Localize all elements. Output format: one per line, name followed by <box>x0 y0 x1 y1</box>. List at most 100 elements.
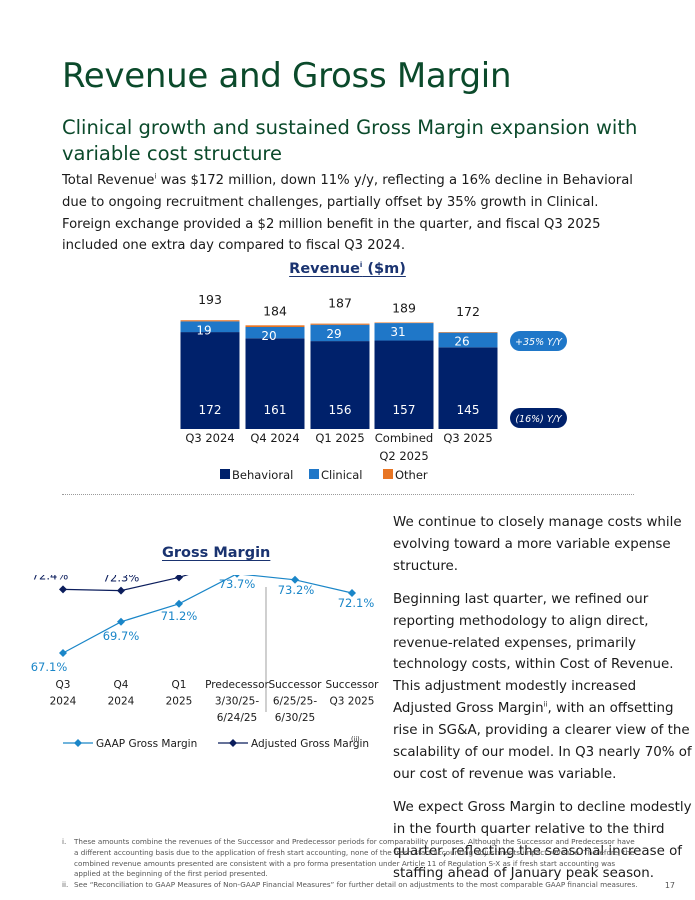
gaap-point <box>175 599 183 608</box>
x-tick-label: Q4 <box>114 679 129 691</box>
data-label-behavioral: 145 <box>457 403 480 417</box>
data-label-clinical: 31 <box>390 325 405 339</box>
bar-behavioral <box>438 347 498 429</box>
gross-margin-chart-title: Gross Margin <box>162 545 271 561</box>
legend-swatch <box>220 469 230 479</box>
bar-behavioral <box>245 338 305 429</box>
gaap-data-label: 72.1% <box>338 596 375 610</box>
data-label-behavioral: 156 <box>329 403 352 417</box>
x-tick-label: Q2 2025 <box>379 449 428 463</box>
adjusted-line <box>62 575 189 592</box>
x-tick-label: 2024 <box>108 696 135 708</box>
data-label-behavioral: 172 <box>199 403 222 417</box>
footnote-ref: (ii) <box>351 735 360 743</box>
x-tick-label: 6/25/25- <box>273 696 317 708</box>
footnote-marker: i. <box>62 837 67 846</box>
x-tick-label: Combined <box>375 431 433 445</box>
page-title: Revenue and Gross Margin <box>62 56 512 96</box>
commentary-text: Beginning last quarter, we refined our r… <box>393 591 674 717</box>
bar-clinical <box>310 324 370 342</box>
commentary-paragraph: We continue to closely manage costs whil… <box>393 515 682 574</box>
bar-clinical <box>245 327 305 339</box>
x-tick-label: Successor <box>268 679 322 691</box>
x-tick-label: 2024 <box>50 696 77 708</box>
intro-text-2: was $172 million, down 11% y/y, reflecti… <box>62 173 633 254</box>
bar-clinical <box>180 321 240 333</box>
x-tick-label: Q3 2025 <box>329 696 374 708</box>
x-tick-label: 6/30/25 <box>275 712 315 724</box>
x-tick-label: Q3 2024 <box>185 431 234 445</box>
intro-text-1: Total Revenue <box>62 173 155 188</box>
bar-other <box>245 325 305 328</box>
revenue-chart-title: Revenuei ($m) <box>0 261 695 277</box>
data-label-behavioral: 157 <box>393 403 416 417</box>
footnote-ref: ii <box>543 700 548 709</box>
behavioral-yoy-label: (16%) Y/Y <box>515 414 563 425</box>
legend-swatch <box>383 469 393 479</box>
data-label-total: 187 <box>328 296 352 311</box>
footnote-ref: i <box>154 172 157 181</box>
bar-behavioral <box>310 341 370 429</box>
bar-behavioral <box>374 340 434 429</box>
gaap-point <box>59 649 67 657</box>
bar-clinical <box>438 332 498 348</box>
gaap-point <box>234 575 240 578</box>
gaap-point <box>291 575 299 584</box>
bar-other <box>374 322 434 324</box>
gaap-data-label: 73.7% <box>219 577 256 591</box>
gaap-data-label: 69.7% <box>103 629 140 643</box>
legend-marker-gaap <box>74 739 82 747</box>
data-label-total: 189 <box>392 300 416 315</box>
behavioral-yoy-badge <box>510 408 567 428</box>
data-label-clinical: 20 <box>261 329 276 343</box>
clinical-yoy-label: +35% Y/Y <box>515 337 563 348</box>
page-number: 17 <box>664 881 675 890</box>
gaap-data-label: 71.2% <box>161 609 198 623</box>
legend-label: Adjusted Gross Margin <box>251 738 369 750</box>
x-tick-label: 2025 <box>166 696 193 708</box>
footnote-ref: i <box>359 261 363 270</box>
gaap-data-label: 67.1% <box>31 660 68 674</box>
bar-clinical <box>374 323 434 341</box>
revenue-title-unit: ($m) <box>362 261 406 277</box>
x-tick-label: Predecessor <box>205 679 269 691</box>
gaap-point <box>348 589 356 597</box>
data-label-clinical: 19 <box>196 323 211 337</box>
gaap-point <box>117 617 125 626</box>
legend-label: Behavioral <box>232 468 293 482</box>
commentary-paragraph: We expect Gross Margin to decline modest… <box>393 799 692 881</box>
data-label-total: 172 <box>456 304 480 319</box>
bar-other <box>180 320 240 322</box>
section-divider <box>62 494 634 495</box>
revenue-chart: 172 19 193 161 20 184 156 29 187 157 31 189 145 26 172… <box>180 292 567 482</box>
bar-other <box>310 323 370 325</box>
adjusted-data-label: 72.3% <box>103 575 140 585</box>
commentary-text: , with an offsetting rise in SG&A, provi… <box>393 701 692 782</box>
gaap-line <box>62 575 353 654</box>
adjusted-point <box>59 585 67 594</box>
footnote-marker: ii. <box>62 880 69 890</box>
gross-margin-chart: 67.1% 69.7% 71.2% 73.7% 73.2% 72.1% 72.4% 72.3%… <box>31 575 379 750</box>
footnote-i: i. These amounts combine the revenues of … <box>62 837 640 880</box>
adjusted-point <box>117 586 125 595</box>
x-tick-label: 3/30/25- <box>215 696 259 708</box>
commentary-paragraph: Beginning last quarter, we refined our r… <box>393 589 693 786</box>
x-tick-label: Q1 2025 <box>315 431 364 445</box>
legend-label: GAAP Gross Margin <box>96 738 197 750</box>
legend-label: Other <box>395 468 428 482</box>
data-label-clinical: 29 <box>326 327 341 341</box>
adjusted-point <box>175 575 183 582</box>
x-tick-label: 6/24/25 <box>217 712 257 724</box>
legend-swatch <box>309 469 319 479</box>
legend-marker-adjusted <box>229 739 237 747</box>
adjusted-data-label: 72.4% <box>32 575 69 582</box>
revenue-title-main: Revenue <box>289 261 360 277</box>
legend-label: Clinical <box>321 468 362 482</box>
data-label-behavioral: 161 <box>264 403 287 417</box>
x-tick-label: Q3 <box>56 679 71 691</box>
data-label-total: 193 <box>198 292 222 307</box>
x-tick-label: Successor <box>325 679 379 691</box>
x-tick-label: Q1 <box>172 679 187 691</box>
x-tick-label: Q4 2024 <box>250 431 299 445</box>
bar-other <box>438 332 498 333</box>
